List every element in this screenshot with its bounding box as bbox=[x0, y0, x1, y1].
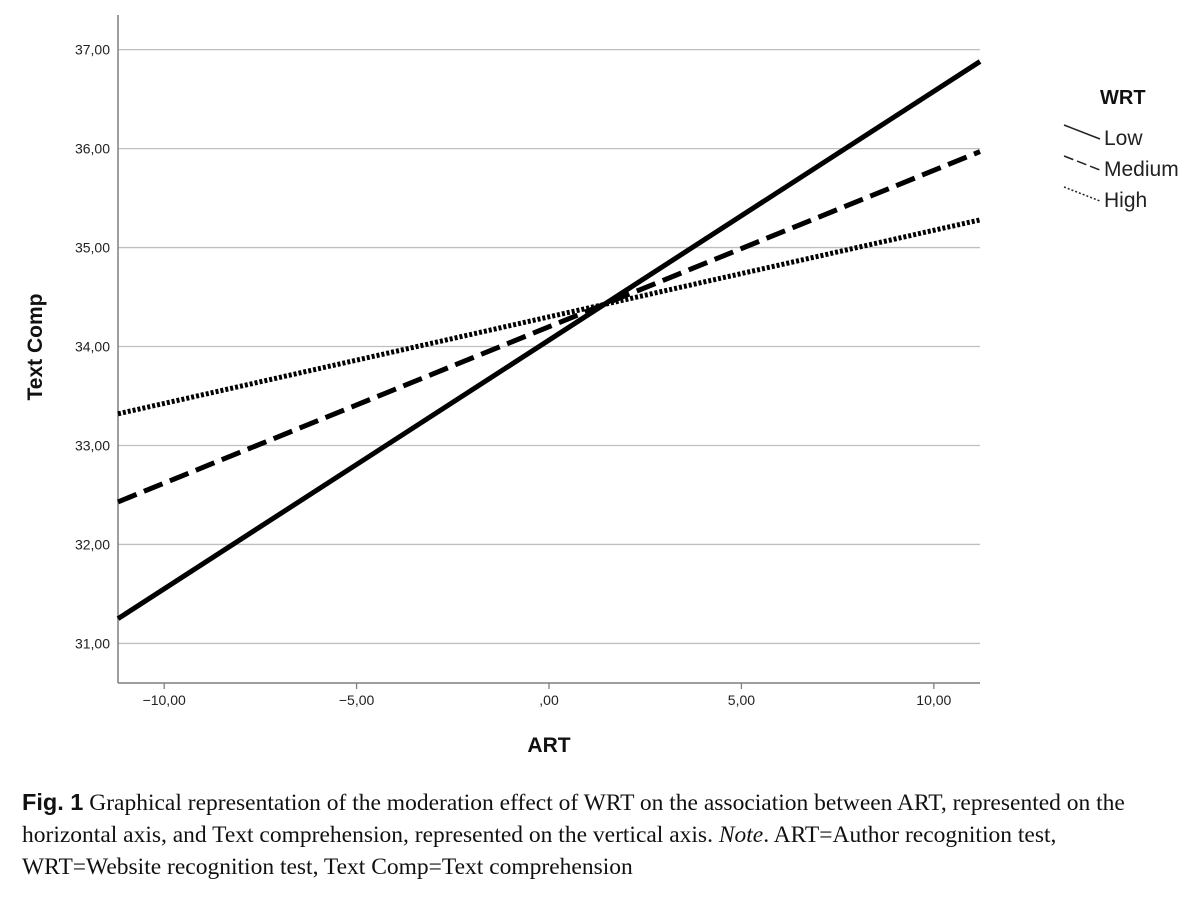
series-lines bbox=[116, 59, 982, 621]
legend-label-medium: Medium bbox=[1104, 158, 1179, 181]
x-tick-label: 10,00 bbox=[916, 692, 951, 708]
legend-swatch-high bbox=[1063, 186, 1101, 202]
series-line-medium bbox=[117, 149, 981, 505]
y-tick-label: 34,00 bbox=[75, 339, 110, 355]
x-tick-label: −10,00 bbox=[143, 692, 186, 708]
y-tick-label: 35,00 bbox=[75, 240, 110, 256]
legend-swatch-medium bbox=[1063, 155, 1101, 171]
y-tick-label: 31,00 bbox=[75, 635, 110, 651]
figure-caption: Fig. 1 Graphical representation of the m… bbox=[22, 786, 1182, 883]
y-tick-label: 37,00 bbox=[75, 42, 110, 58]
x-tick-label: ,00 bbox=[539, 692, 559, 708]
legend: WRT Low Medium High bbox=[1063, 87, 1179, 212]
x-axis-title: ART bbox=[527, 734, 570, 757]
axes bbox=[117, 15, 980, 689]
y-tick-label: 32,00 bbox=[75, 536, 110, 552]
legend-swatch-low bbox=[1063, 124, 1101, 140]
legend-label-high: High bbox=[1104, 189, 1147, 212]
caption-note-text: . ART=Author recognition test, WRT=Websi… bbox=[22, 822, 1057, 880]
legend-label-low: Low bbox=[1104, 127, 1143, 150]
legend-title: WRT bbox=[1100, 87, 1146, 109]
gridlines bbox=[118, 48, 980, 645]
tick-labels: 31,00 32,00 33,00 34,00 35,00 36,00 37,00 −10,0… bbox=[75, 42, 952, 708]
series-line-high bbox=[117, 217, 981, 417]
moderation-line-chart: 31,00 32,00 33,00 34,00 35,00 36,00 37,00 −10,0… bbox=[24, 15, 1179, 757]
series-line-low bbox=[116, 59, 982, 621]
x-tick-label: 5,00 bbox=[728, 692, 755, 708]
y-tick-label: 36,00 bbox=[75, 141, 110, 157]
x-tick-label: −5,00 bbox=[339, 692, 375, 708]
caption-label: Fig. 1 bbox=[22, 789, 84, 815]
caption-text: Graphical representation of the moderati… bbox=[22, 790, 1125, 848]
caption-note-word: Note bbox=[718, 822, 764, 848]
y-axis-title: Text Comp bbox=[24, 294, 47, 401]
y-tick-label: 33,00 bbox=[75, 437, 110, 453]
